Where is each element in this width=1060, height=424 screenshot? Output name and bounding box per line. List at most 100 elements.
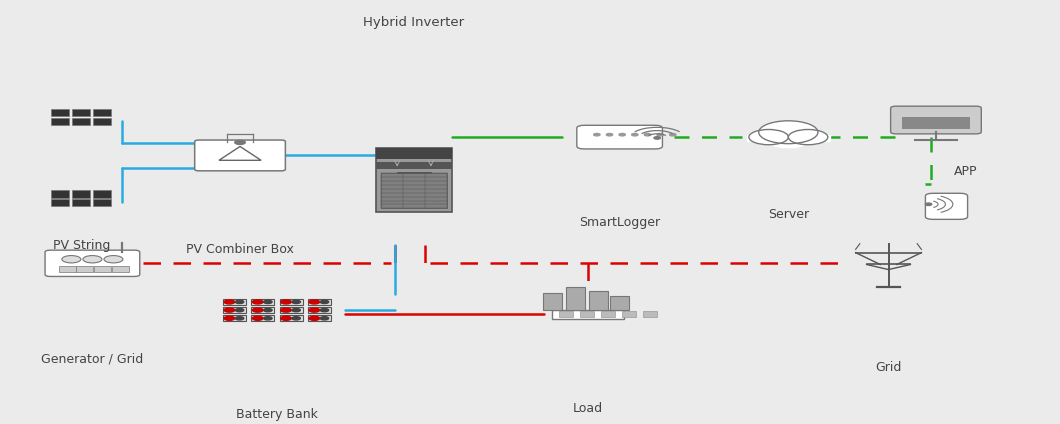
Bar (746, 135, 830, 141)
Circle shape (320, 300, 329, 304)
Bar (93, 109, 111, 116)
Circle shape (644, 134, 651, 136)
Bar (601, 311, 615, 316)
Bar (376, 148, 452, 159)
Circle shape (252, 308, 263, 312)
Circle shape (759, 121, 818, 144)
Circle shape (765, 129, 812, 148)
Bar (381, 173, 447, 209)
Bar (307, 307, 331, 313)
Bar (51, 190, 69, 198)
Bar (580, 311, 594, 316)
FancyBboxPatch shape (890, 106, 982, 134)
Circle shape (748, 129, 789, 145)
Circle shape (61, 256, 81, 263)
Bar (251, 307, 275, 313)
Text: PV Combiner Box: PV Combiner Box (187, 243, 294, 256)
Circle shape (235, 317, 244, 320)
Bar (611, 296, 630, 310)
Bar (223, 299, 246, 305)
Bar (251, 315, 275, 321)
Bar (93, 117, 111, 125)
Text: PV String: PV String (53, 239, 110, 252)
Circle shape (252, 316, 263, 321)
Text: Battery Bank: Battery Bank (236, 408, 318, 421)
Bar (51, 109, 69, 116)
Circle shape (281, 316, 292, 321)
Bar (58, 266, 75, 272)
Text: Load: Load (573, 402, 603, 415)
Bar (72, 199, 90, 206)
FancyBboxPatch shape (577, 125, 662, 149)
Circle shape (281, 308, 292, 312)
Text: APP: APP (954, 165, 977, 178)
Bar (93, 199, 111, 206)
Bar (398, 172, 430, 177)
Bar (72, 109, 90, 116)
Bar (223, 315, 246, 321)
Circle shape (292, 300, 300, 304)
Bar (589, 290, 608, 310)
Bar (51, 199, 69, 206)
Text: Server: Server (767, 208, 809, 221)
Bar (376, 162, 452, 169)
Circle shape (619, 134, 625, 136)
Circle shape (789, 129, 828, 145)
Circle shape (657, 134, 664, 136)
Text: SmartLogger: SmartLogger (579, 217, 660, 229)
Circle shape (224, 300, 234, 304)
Text: Hybrid Inverter: Hybrid Inverter (364, 16, 464, 29)
Bar (280, 299, 302, 305)
Bar (280, 307, 302, 313)
Circle shape (83, 256, 102, 263)
Circle shape (264, 309, 272, 312)
Circle shape (292, 317, 300, 320)
Circle shape (670, 134, 676, 136)
Circle shape (310, 300, 320, 304)
Circle shape (310, 316, 320, 321)
Bar (280, 315, 302, 321)
Bar (112, 266, 128, 272)
Circle shape (594, 134, 600, 136)
Text: Generator / Grid: Generator / Grid (41, 353, 143, 366)
Bar (251, 299, 275, 305)
Bar (307, 315, 331, 321)
Circle shape (310, 308, 320, 312)
Bar (376, 148, 452, 212)
Bar (559, 311, 572, 316)
Bar (72, 190, 90, 198)
Bar (543, 293, 562, 310)
Bar (622, 311, 636, 316)
Bar (93, 190, 111, 198)
FancyBboxPatch shape (925, 193, 968, 219)
Circle shape (281, 300, 292, 304)
Bar (551, 310, 624, 318)
Bar (307, 299, 331, 305)
Text: Grid: Grid (876, 361, 902, 374)
Circle shape (224, 316, 234, 321)
Bar (76, 266, 93, 272)
Circle shape (264, 300, 272, 304)
Bar (902, 117, 970, 129)
Bar (51, 117, 69, 125)
Circle shape (235, 309, 244, 312)
Circle shape (224, 308, 234, 312)
Bar (94, 266, 111, 272)
Circle shape (320, 309, 329, 312)
Circle shape (925, 203, 932, 206)
Circle shape (252, 300, 263, 304)
Circle shape (320, 317, 329, 320)
Circle shape (606, 134, 613, 136)
Bar (72, 117, 90, 125)
Bar (223, 307, 246, 313)
Bar (643, 311, 657, 316)
Circle shape (292, 309, 300, 312)
Circle shape (654, 137, 660, 139)
Circle shape (104, 256, 123, 263)
Circle shape (234, 140, 245, 145)
Bar (566, 287, 585, 310)
FancyBboxPatch shape (195, 140, 285, 171)
FancyBboxPatch shape (46, 250, 140, 276)
Circle shape (632, 134, 638, 136)
Circle shape (264, 317, 272, 320)
